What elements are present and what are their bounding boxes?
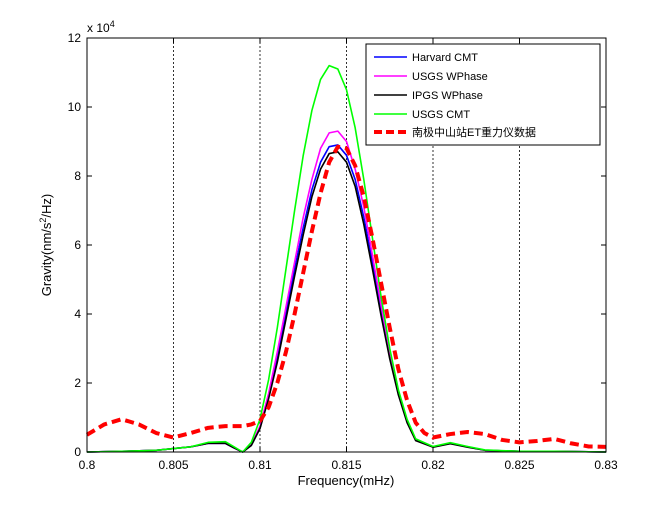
y-multiplier-exponent: 4 [110, 19, 115, 29]
x-tick-label: 0.825 [504, 458, 534, 472]
series-lines [85, 64, 607, 453]
legend-label-ipgs-wphase: IPGS WPhase [412, 90, 483, 102]
x-tick-label: 0.82 [421, 458, 445, 472]
series-line-3 [86, 64, 607, 453]
y-multiplier: x 104 [87, 19, 115, 35]
x-tick-labels: 0.8 0.805 0.81 0.815 0.82 0.825 0.83 [79, 458, 618, 472]
x-tick-label: 0.805 [158, 458, 188, 472]
y-axis-label-tail: /Hz) [39, 194, 54, 218]
y-tick-label: 6 [74, 238, 81, 252]
tick-marks [86, 37, 607, 453]
y-multiplier-base: x 10 [87, 21, 110, 35]
y-axis-label-superscript: 2 [38, 218, 48, 223]
x-tick-label: 0.83 [594, 458, 618, 472]
y-axis-label-main: Gravity(nm/s [39, 222, 54, 296]
y-tick-label: 4 [74, 307, 81, 321]
y-tick-labels: 0 2 4 6 8 10 12 [68, 31, 82, 459]
y-tick-label: 2 [74, 376, 81, 390]
series-line-4 [85, 144, 607, 449]
x-tick-label: 0.81 [248, 458, 272, 472]
legend-label-harvard-cmt: Harvard CMT [412, 52, 478, 64]
y-tick-label: 10 [68, 100, 82, 114]
x-axis-label: Frequency(mHz) [298, 473, 395, 488]
y-tick-label: 12 [68, 31, 82, 45]
legend-label-zhongshan-et: 南极中山站ET重力仪数据 [412, 125, 536, 139]
legend-label-usgs-wphase: USGS WPhase [412, 71, 488, 83]
y-axis-label: Gravity(nm/s2/Hz) [38, 194, 54, 297]
y-tick-label: 8 [74, 169, 81, 183]
x-tick-label: 0.815 [331, 458, 361, 472]
legend-label-usgs-cmt: USGS CMT [412, 109, 470, 121]
legend: Harvard CMT USGS WPhase IPGS WPhase USGS… [365, 43, 601, 146]
x-tick-label: 0.8 [79, 458, 96, 472]
y-tick-label: 0 [74, 445, 81, 459]
